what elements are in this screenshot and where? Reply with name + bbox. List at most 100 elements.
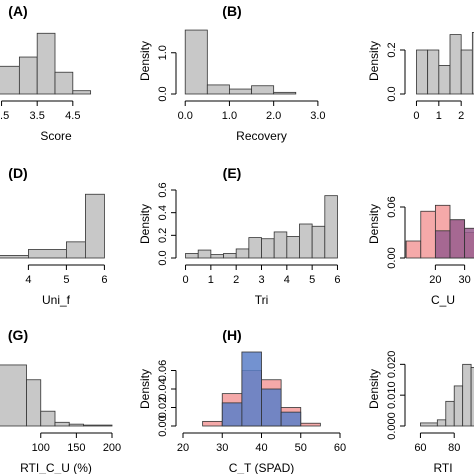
x-axis-title-d: Uni_f — [42, 293, 71, 307]
bar-e-s0-0 — [185, 253, 199, 259]
x-tick-label-d-1: 5 — [63, 274, 69, 286]
bar-b-s0-4 — [273, 91, 297, 95]
bar-f-s1-1 — [449, 219, 466, 259]
bar-e-s0-11 — [324, 195, 338, 259]
bar-e-s0-8 — [286, 236, 300, 259]
x-tick-label-i-0: 60 — [414, 442, 426, 454]
x-tick-label-b-3: 3.0 — [310, 110, 325, 122]
bar-e-s0-5 — [248, 237, 262, 259]
bar-a-s0-2 — [36, 32, 56, 95]
bar-g-s0-0 — [0, 364, 27, 427]
x-tick-label-f-1: 30 — [458, 274, 470, 286]
x-tick-label-b-0: 0.0 — [178, 110, 193, 122]
x-tick-label-h-1: 30 — [216, 442, 228, 454]
bar-h-s1-1 — [241, 351, 262, 427]
x-tick-label-h-4: 60 — [334, 442, 346, 454]
y-tick-label-e-2: 0.4 — [157, 205, 169, 220]
bar-b-s0-2 — [229, 88, 252, 95]
y-axis-title-c: Density — [367, 41, 381, 81]
x-tick-label-i-1: 80 — [448, 442, 460, 454]
x-axis-title-h: C_T (SPAD) — [229, 461, 295, 474]
y-tick-label-e-3: 0.6 — [157, 182, 169, 197]
bar-f-s0-1 — [420, 210, 436, 259]
panel-label-a: (A) — [8, 3, 27, 19]
y-tick-label-i-2: 0.020 — [386, 351, 398, 379]
y-tick-label-f-0: 0.00 — [386, 247, 398, 268]
x-axis-title-g: RTI_C_U (%) — [20, 461, 92, 474]
x-tick-label-h-0: 20 — [177, 442, 189, 454]
x-tick-label-g-1: 150 — [67, 442, 85, 454]
x-tick-label-e-0: 0 — [182, 274, 188, 286]
x-tick-label-a-2: 4.5 — [65, 110, 80, 122]
x-tick-label-c-2: 2 — [458, 110, 464, 122]
panel-f: 20 30 0.00 0.06 C_U Density — [367, 196, 474, 307]
bar-i-s0-4 — [462, 363, 472, 427]
bar-h-s1-0 — [221, 402, 243, 427]
panel-i: 60 80 0.000 0.010 0.020 RTI Density — [367, 351, 474, 474]
bar-e-s0-4 — [235, 248, 250, 259]
y-axis-title-e: Density — [138, 204, 152, 244]
bar-e-s0-7 — [273, 231, 288, 259]
bar-g-s0-4 — [68, 423, 84, 427]
panel-e: 0 1 2 3 4 5 6 0.0 0.2 0.4 0.6 Tri Density (E) — [138, 165, 341, 307]
bar-e-s0-2 — [210, 254, 224, 259]
x-tick-label-b-2: 2.0 — [266, 110, 281, 122]
panel-label-e: (E) — [223, 165, 242, 181]
x-tick-label-e-3: 3 — [258, 274, 264, 286]
bar-b-s0-3 — [251, 85, 275, 95]
y-tick-label-b-0: 0.0 — [157, 86, 169, 101]
bar-c-s0-3 — [449, 34, 462, 95]
bar-c-s0-1 — [427, 49, 440, 95]
bar-d-s0-1 — [27, 249, 67, 259]
x-tick-label-b-1: 1.0 — [222, 110, 237, 122]
x-axis-title-b: Recovery — [236, 129, 287, 143]
bar-g-s0-1 — [26, 379, 42, 427]
bar-g-s0-5 — [83, 424, 113, 427]
bar-e-s0-9 — [299, 223, 313, 259]
bar-a-s0-3 — [54, 71, 74, 95]
bar-i-s0-3 — [453, 385, 464, 427]
bar-b-s0-1 — [206, 84, 230, 95]
x-tick-label-e-2: 2 — [233, 274, 239, 286]
x-tick-label-e-4: 4 — [284, 274, 290, 286]
bar-d-s0-3 — [85, 193, 105, 259]
x-tick-label-a-0: 2.5 — [0, 110, 9, 122]
panel-c: 0 1 2 0.0 0.2 Density — [367, 32, 474, 122]
y-tick-label-h-0: 0.00 — [157, 415, 169, 436]
x-tick-label-h-3: 50 — [295, 442, 307, 454]
bar-f-s1-0 — [434, 230, 451, 259]
bar-i-s0-5 — [470, 367, 474, 427]
bar-a-s0-1 — [18, 56, 38, 95]
y-axis-title-b: Density — [138, 41, 152, 81]
x-tick-label-a-1: 3.5 — [30, 110, 45, 122]
y-axis-title-i: Density — [367, 369, 381, 409]
panel-label-g: (G) — [8, 327, 28, 343]
bar-a-s0-4 — [72, 90, 92, 95]
bar-b-s0-0 — [184, 29, 208, 95]
bar-g-s0-3 — [54, 421, 70, 427]
bar-d-s0-0 — [0, 255, 29, 259]
x-tick-label-d-0: 4 — [25, 274, 31, 286]
x-tick-label-e-1: 1 — [208, 274, 214, 286]
y-tick-label-e-1: 0.2 — [157, 228, 169, 243]
bar-f-s1-2 — [464, 227, 474, 259]
bar-c-s0-0 — [416, 49, 429, 95]
panel-label-d: (D) — [8, 165, 27, 181]
x-axis-title-e: Tri — [255, 293, 269, 307]
y-tick-label-h-1: 0.02 — [157, 397, 169, 418]
y-axis-title-h: Density — [138, 369, 152, 409]
panel-d: 4 5 6 Uni_f (D) — [0, 165, 107, 307]
bar-d-s0-2 — [66, 241, 86, 259]
y-tick-label-c-0: 0.0 — [386, 86, 398, 101]
bar-c-s0-4 — [460, 49, 473, 95]
bar-h-s1-3 — [280, 411, 302, 427]
x-tick-label-e-5: 5 — [309, 274, 315, 286]
x-tick-label-d-2: 6 — [101, 274, 107, 286]
y-tick-label-i-0: 0.000 — [386, 412, 398, 440]
y-tick-label-b-1: 1.0 — [157, 45, 169, 60]
x-axis-title-i: RTI — [433, 461, 452, 474]
bar-e-s0-1 — [197, 249, 212, 259]
panel-label-b: (B) — [222, 3, 241, 19]
y-tick-label-e-0: 0.0 — [157, 250, 169, 265]
